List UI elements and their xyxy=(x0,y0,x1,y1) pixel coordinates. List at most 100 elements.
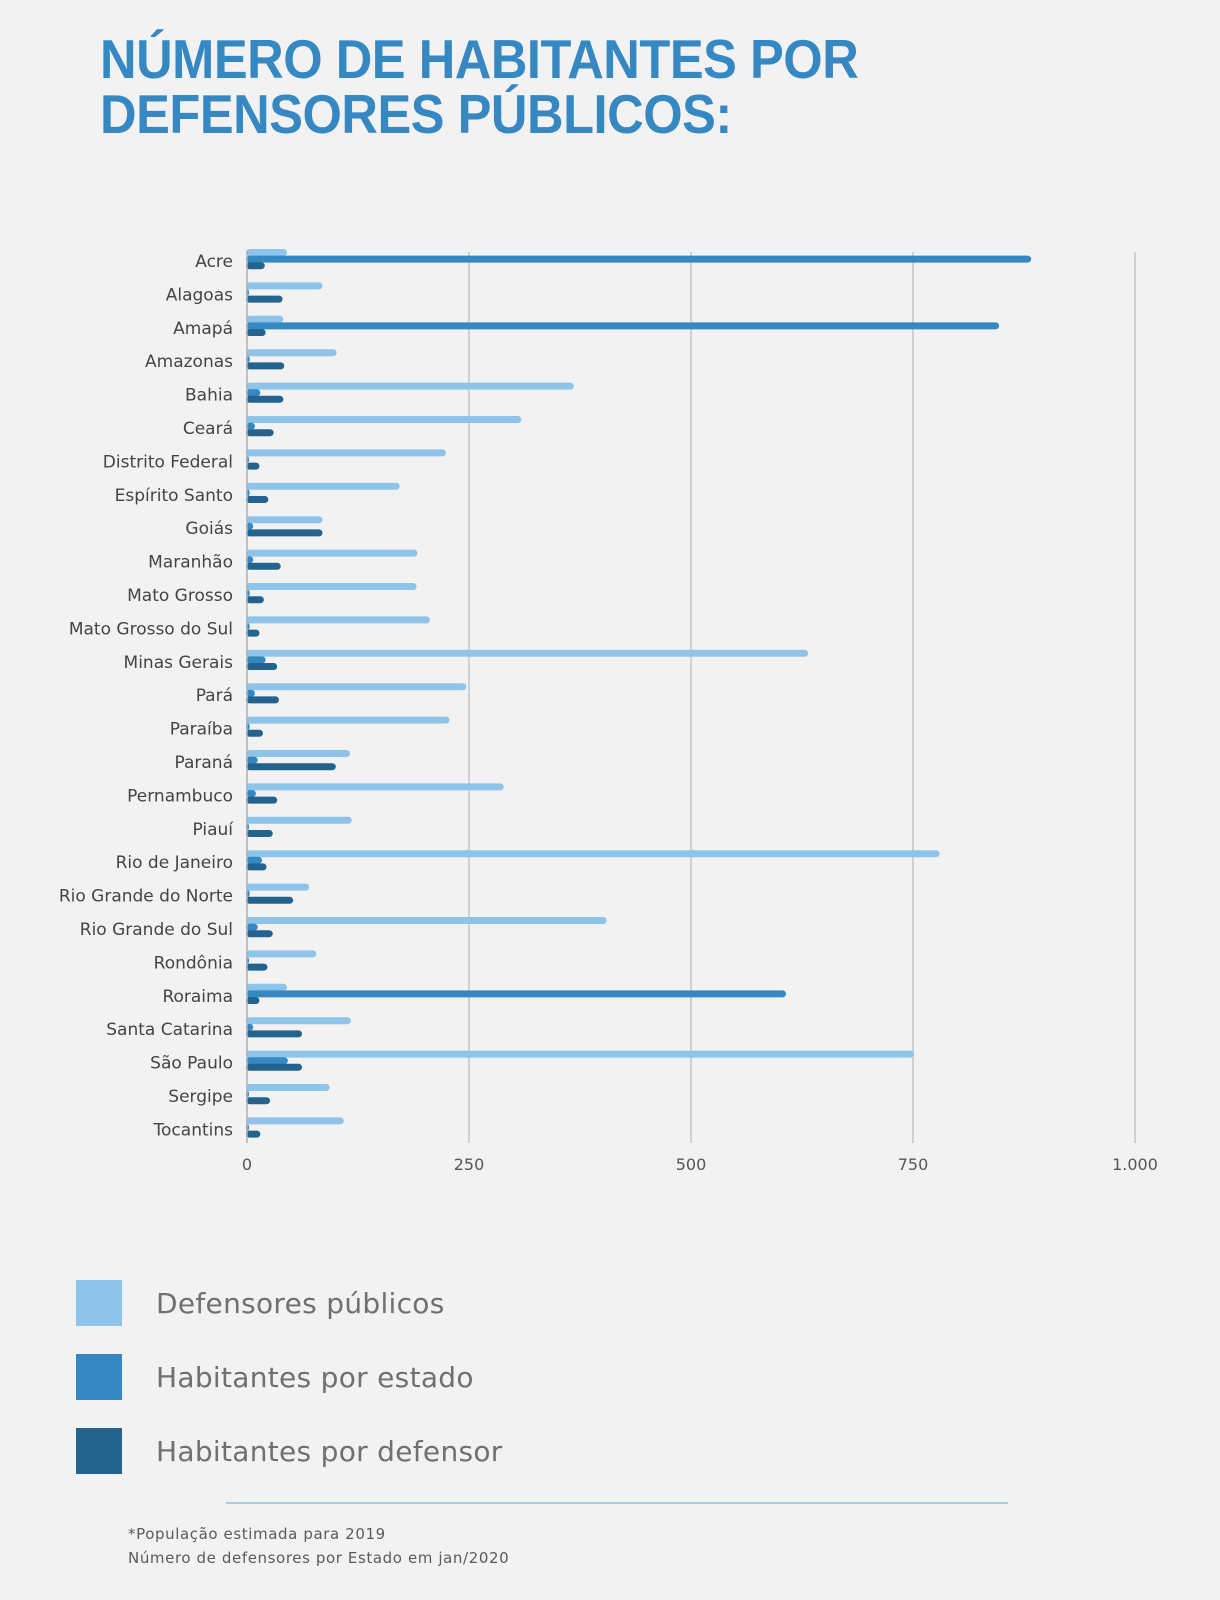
bar-defensores-publicos-alagoas xyxy=(246,282,323,290)
x-tick-label: 750 xyxy=(898,1155,929,1174)
bar-defensores-publicos-distrito-federal xyxy=(246,449,446,457)
bar-habitantes-por-defensor-alagoas xyxy=(246,295,283,303)
bar-habitantes-por-defensor-roraima xyxy=(246,997,260,1004)
bar-habitantes-por-defensor-rio-grande-do-norte xyxy=(246,896,294,904)
bar-habitantes-por-defensor-bahia xyxy=(246,395,284,403)
x-tick-label: 0 xyxy=(242,1155,252,1174)
bar-habitantes-por-defensor-goias xyxy=(246,529,323,537)
bar-defensores-publicos-bahia xyxy=(246,382,574,390)
legend-item-habitantes-defensor: Habitantes por defensor xyxy=(76,1428,503,1474)
bar-habitantes-por-defensor-distrito-federal xyxy=(246,462,260,470)
category-label-pernambuco: Pernambuco xyxy=(127,786,233,806)
bar-defensores-publicos-amazonas xyxy=(246,349,337,357)
bar-habitantes-por-estado-goias xyxy=(246,522,254,530)
x-tick-label: 1.000 xyxy=(1112,1155,1158,1174)
bar-defensores-publicos-rio-grande-do-norte xyxy=(246,883,310,891)
bar-habitantes-por-estado-sao-paulo xyxy=(246,1057,288,1065)
category-label-rio-grande-do-norte: Rio Grande do Norte xyxy=(59,887,233,907)
bar-defensores-publicos-para xyxy=(246,683,467,691)
bar-defensores-publicos-sergipe xyxy=(246,1084,330,1091)
bar-defensores-publicos-ceara xyxy=(246,416,522,423)
footnote-defensores: Número de defensores por Estado em jan/2… xyxy=(128,1549,510,1567)
category-label-sao-paulo: São Paulo xyxy=(150,1054,233,1074)
bar-defensores-publicos-rondonia xyxy=(246,950,317,958)
bar-defensores-publicos-tocantins xyxy=(246,1117,344,1125)
bar-defensores-publicos-maranhao xyxy=(246,549,418,557)
category-label-amapa: Amapá xyxy=(173,319,233,339)
legend-label-habitantes-estado: Habitantes por estado xyxy=(156,1360,474,1394)
bar-habitantes-por-defensor-sergipe xyxy=(246,1097,271,1105)
bar-habitantes-por-defensor-tocantins xyxy=(246,1130,261,1138)
bar-habitantes-por-estado-minas-gerais xyxy=(246,656,266,664)
legend-swatch-defensores xyxy=(76,1280,122,1326)
bar-habitantes-por-estado-rio-de-janeiro xyxy=(246,856,263,864)
bar-defensores-publicos-sao-paulo xyxy=(246,1050,914,1058)
category-label-mato-grosso: Mato Grosso xyxy=(127,586,233,606)
category-label-rio-grande-do-sul: Rio Grande do Sul xyxy=(80,920,233,940)
bar-habitantes-por-defensor-piaui xyxy=(246,830,273,837)
bar-chart: 0 250 500 750 1.000 Acre Alagoas Amapá Amazonas B… xyxy=(59,249,1158,1174)
bar-habitantes-por-defensor-amapa xyxy=(246,329,266,336)
chart-title-line-1: Número de habitantes por xyxy=(100,28,859,90)
bar-defensores-publicos-minas-gerais xyxy=(246,649,809,657)
bar-habitantes-por-defensor-santa-catarina xyxy=(246,1030,303,1038)
bar-defensores-publicos-goias xyxy=(246,516,323,524)
legend-label-habitantes-defensor: Habitantes por defensor xyxy=(156,1434,503,1468)
category-label-amazonas: Amazonas xyxy=(145,352,233,372)
bar-habitantes-por-estado-rio-grande-do-sul xyxy=(246,923,258,931)
bar-habitantes-por-defensor-mato-grosso-do-sul xyxy=(246,629,260,637)
category-label-sergipe: Sergipe xyxy=(168,1087,233,1107)
category-label-maranhao: Maranhão xyxy=(148,553,233,573)
bar-habitantes-por-defensor-mato-grosso xyxy=(246,596,264,604)
x-tick-label: 500 xyxy=(676,1155,707,1174)
legend-label-defensores: Defensores públicos xyxy=(156,1286,445,1320)
category-label-piaui: Piauí xyxy=(192,820,234,840)
category-label-espirito-santo: Espírito Santo xyxy=(115,486,233,506)
bar-habitantes-por-estado-santa-catarina xyxy=(246,1023,254,1031)
footnote-population: *População estimada para 2019 xyxy=(128,1525,386,1543)
bar-habitantes-por-defensor-pernambuco xyxy=(246,796,278,804)
x-tick-label: 250 xyxy=(454,1155,485,1174)
bar-habitantes-por-defensor-ceara xyxy=(246,429,274,437)
bar-habitantes-por-defensor-espirito-santo xyxy=(246,496,269,503)
category-label-roraima: Roraima xyxy=(162,987,233,1007)
bar-defensores-publicos-acre xyxy=(246,249,287,256)
legend-item-defensores: Defensores públicos xyxy=(76,1280,503,1326)
category-label-paraiba: Paraíba xyxy=(170,720,233,740)
category-label-ceara: Ceará xyxy=(183,419,233,439)
bar-habitantes-por-estado-pernambuco xyxy=(246,790,256,797)
bar-defensores-publicos-mato-grosso-do-sul xyxy=(246,616,430,624)
bar-defensores-publicos-espirito-santo xyxy=(246,482,400,490)
category-label-bahia: Bahia xyxy=(185,386,233,406)
bar-habitantes-por-defensor-amazonas xyxy=(246,362,285,370)
bar-habitantes-por-defensor-parana xyxy=(246,763,336,771)
legend: Defensores públicos Habitantes por estad… xyxy=(76,1280,503,1502)
category-label-rio-de-janeiro: Rio de Janeiro xyxy=(116,853,233,873)
footnotes: *População estimada para 2019 Número de … xyxy=(128,1522,509,1570)
bar-habitantes-por-defensor-maranhao xyxy=(246,562,281,570)
bar-habitantes-por-estado-para xyxy=(246,689,255,697)
bar-habitantes-por-defensor-para xyxy=(246,696,279,704)
chart-title: Número de habitantes por defensores públ… xyxy=(100,32,1020,142)
bar-defensores-publicos-rio-de-janeiro xyxy=(246,850,940,858)
bar-habitantes-por-defensor-acre xyxy=(246,262,265,270)
category-label-minas-gerais: Minas Gerais xyxy=(124,653,234,673)
bar-defensores-publicos-pernambuco xyxy=(246,783,504,791)
category-label-goias: Goiás xyxy=(185,519,233,539)
category-label-rondonia: Rondônia xyxy=(154,953,233,973)
bar-defensores-publicos-rio-grande-do-sul xyxy=(246,917,607,924)
category-label-parana: Paraná xyxy=(174,753,233,773)
bar-defensores-publicos-amapa xyxy=(246,315,284,323)
bar-habitantes-por-estado-ceara xyxy=(246,422,255,430)
bar-defensores-publicos-mato-grosso xyxy=(246,583,417,590)
bar-habitantes-por-defensor-rio-grande-do-sul xyxy=(246,930,273,938)
bar-habitantes-por-estado-roraima xyxy=(246,990,787,998)
bar-habitantes-por-defensor-sao-paulo xyxy=(246,1063,303,1071)
category-label-tocantins: Tocantins xyxy=(153,1120,234,1140)
divider xyxy=(226,1502,1008,1504)
category-label-mato-grosso-do-sul: Mato Grosso do Sul xyxy=(69,619,233,639)
category-label-santa-catarina: Santa Catarina xyxy=(106,1020,233,1040)
bar-habitantes-por-defensor-rio-de-janeiro xyxy=(246,863,267,871)
bar-habitantes-por-estado-amapa xyxy=(246,322,1000,330)
legend-swatch-habitantes-estado xyxy=(76,1354,122,1400)
